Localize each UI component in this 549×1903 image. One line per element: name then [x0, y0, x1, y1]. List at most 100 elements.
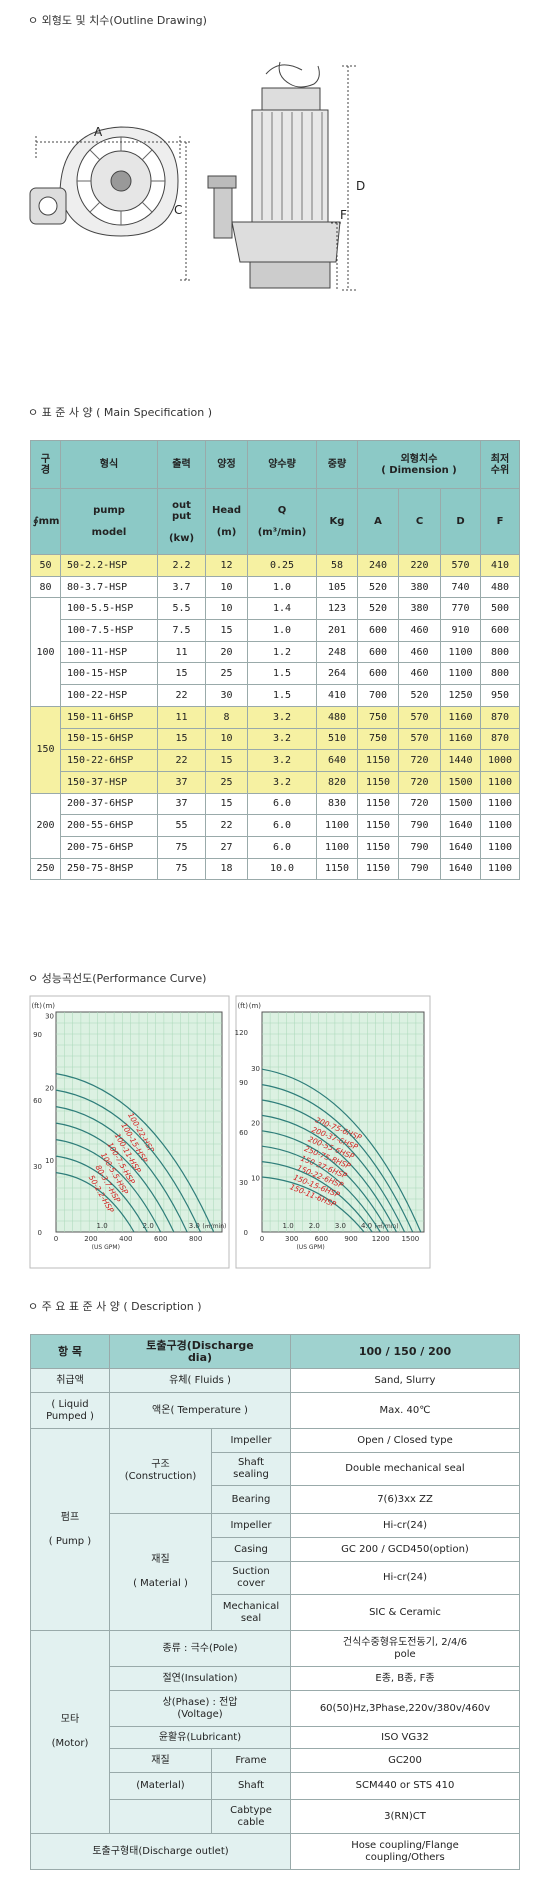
value-cell: 30: [205, 684, 248, 707]
header-cell: 출력: [157, 440, 206, 489]
section-heading: ㅇ 성능곡선도(Performance Curve): [28, 972, 207, 985]
header-cell: 구 경: [30, 440, 61, 489]
performance-curve: [261, 1114, 397, 1233]
value-cell: 750: [357, 705, 399, 729]
gpm-tick-label: 800: [189, 1235, 202, 1243]
m-tick-label: 20: [45, 1085, 54, 1093]
gpm-tick-label: 0: [260, 1235, 264, 1243]
value-cell: E종, B종, F종: [290, 1666, 520, 1691]
description-row: 상(Phase) : 전압 (Voltage) 60(50)Hz,3Phase,2…: [31, 1690, 520, 1727]
value-cell: 600: [480, 619, 520, 642]
value-cell: Hi-cr(24): [290, 1561, 520, 1595]
label-cell: ( Liquid Pumped ): [30, 1392, 110, 1429]
value-cell: 201: [316, 619, 358, 642]
performance-curve: [261, 1161, 373, 1233]
performance-curve: [261, 1084, 414, 1233]
value-cell: 1.2: [247, 640, 317, 664]
spec-row: 100 100-5.5-HSP 5.5 10 1.4 123 520 380 770 500: [30, 597, 520, 707]
model-cell: 100-11-HSP: [60, 640, 158, 664]
value-cell: 770: [440, 597, 481, 621]
value-cell: 0.25: [247, 554, 317, 577]
description-row: 모타 (Motor) 종류 : 극수(Pole) 건식수중형유도전동기, 2/4/6…: [30, 1630, 520, 1834]
model-cell: 200-55-6HSP: [60, 814, 158, 837]
value-cell: 60(50)Hz,3Phase,220v/380v/460v: [290, 1690, 520, 1727]
label-cell: Casing: [211, 1537, 291, 1562]
axis-unit: (㎥/min): [202, 1222, 226, 1230]
ft-tick-label: 0: [244, 1229, 248, 1237]
value-cell: 750: [357, 727, 399, 751]
description-row: 토출구형태(Discharge outlet) Hose coupling/Fla…: [30, 1833, 520, 1870]
value-cell: ISO VG32: [290, 1726, 520, 1749]
value-cell: 1640: [440, 857, 481, 881]
m-tick-label: 10: [45, 1157, 54, 1165]
bore-cell: 100: [30, 597, 61, 707]
value-cell: 123: [316, 597, 358, 621]
value-cell: 380: [398, 597, 441, 621]
model-cell: 100-22-HSP: [60, 684, 158, 707]
value-cell: 15: [205, 749, 248, 772]
value-cell: 720: [398, 792, 441, 816]
value-cell: 1100: [480, 770, 520, 794]
value-cell: 1100: [440, 662, 481, 686]
value-cell: 800: [480, 662, 520, 686]
value-cell: 1150: [357, 770, 399, 794]
header-cell: 양정: [205, 440, 248, 489]
header-row: 구 경 형식 출력 양정 양수량 중량 외형치수 ( Dimension ) 최저 수위: [30, 440, 520, 489]
gpm-tick-label: 0: [54, 1235, 58, 1243]
model-cell: 150-15-6HSP: [60, 727, 158, 751]
value-cell: 15: [157, 662, 206, 686]
value-cell: 1100: [440, 640, 481, 664]
label-cell: 재질 ( Material ): [109, 1513, 212, 1631]
value-cell: 950: [480, 684, 520, 707]
dimension-label: D: [356, 179, 365, 193]
ft-tick-label: 0: [38, 1229, 42, 1237]
ft-tick-label: 60: [33, 1097, 42, 1105]
value-cell: 20: [205, 640, 248, 664]
value-cell: 600: [357, 619, 399, 642]
description-row: Shaft sealing Double mechanical seal: [31, 1452, 520, 1486]
header-cell: 양수량: [247, 440, 317, 489]
performance-curve: [55, 1172, 135, 1233]
hub: [110, 170, 132, 192]
header-cell: 중량: [316, 440, 358, 489]
performance-curve: [261, 1099, 406, 1233]
spec-row: 250 250-75-8HSP 75 18 10.0 1150 1150 790 1640 110…: [30, 857, 520, 881]
label-cell: 상(Phase) : 전압 (Voltage): [109, 1690, 291, 1727]
value-cell: 6.0: [247, 792, 317, 816]
value-cell: 570: [398, 727, 441, 751]
value-cell: 75: [157, 857, 206, 881]
value-cell: 11: [157, 640, 206, 664]
spec-row: 150-15-6HSP 15 10 3.2 510 750 570 1160 870: [31, 727, 520, 751]
flow-tick-label: 2.0: [143, 1222, 154, 1230]
axis-unit: (m): [43, 1002, 56, 1010]
performance-curve: [261, 1145, 381, 1233]
value-cell: 1.0: [247, 575, 317, 599]
gpm-tick-label: 400: [119, 1235, 132, 1243]
value-cell: 1100: [480, 814, 520, 837]
performance-curve: [261, 1176, 365, 1233]
value-cell: 75: [157, 835, 206, 859]
header-cell: pump model: [60, 488, 158, 555]
value-cell: 12: [205, 554, 248, 577]
label-cell: Bearing: [211, 1485, 291, 1514]
value-cell: Sand, Slurry: [290, 1368, 520, 1393]
value-cell: 1500: [440, 770, 481, 794]
value-cell: 37: [157, 792, 206, 816]
value-cell: 830: [316, 792, 358, 816]
header-cell: Head (m): [205, 488, 248, 555]
description-row: 취급액 유체( Fluids ) Sand, Slurry: [30, 1368, 520, 1393]
model-cell: 250-75-8HSP: [60, 857, 158, 881]
discharge-pipe: [213, 185, 233, 239]
label-cell: Impeller: [211, 1513, 291, 1538]
value-cell: 1150: [316, 857, 358, 881]
gpm-tick-label: 300: [285, 1235, 298, 1243]
model-cell: 100-15-HSP: [60, 662, 158, 686]
bore-cell: 150: [30, 705, 61, 794]
value-cell: 800: [480, 640, 520, 664]
value-cell: 570: [440, 554, 481, 577]
gpm-tick-label: 900: [344, 1235, 357, 1243]
ft-tick-label: 60: [239, 1129, 248, 1137]
model-cell: 50-2.2-HSP: [60, 554, 158, 577]
spec-row: 80 80-3.7-HSP 3.7 10 1.0 105 520 380 740 480: [30, 575, 520, 599]
value-cell: 520: [357, 575, 399, 599]
